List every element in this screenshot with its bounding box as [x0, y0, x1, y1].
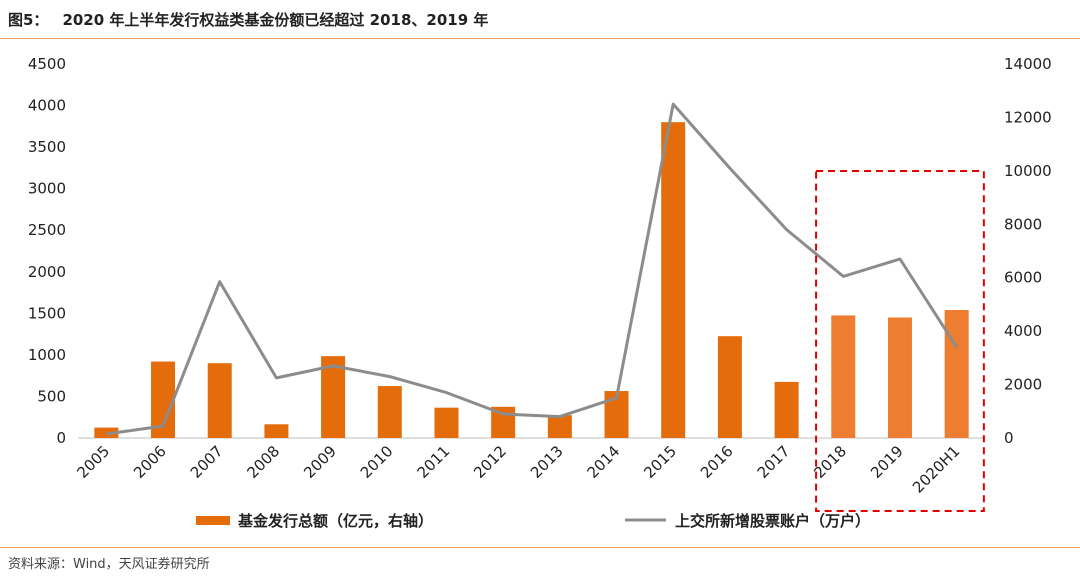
x-tick-label: 2019: [867, 442, 907, 482]
bar: [547, 415, 572, 438]
bar: [774, 381, 799, 438]
right-tick-label: 6000: [1004, 269, 1042, 287]
right-tick-label: 14000: [1004, 55, 1052, 73]
left-tick-label: 3000: [28, 180, 66, 198]
top-rule: [0, 38, 1080, 39]
x-tick-label: 2017: [754, 442, 794, 482]
bar: [377, 386, 402, 438]
left-tick-label: 0: [56, 429, 66, 447]
right-tick-label: 12000: [1004, 108, 1052, 126]
line-series: [106, 102, 958, 436]
legend-line-label: 上交所新增股票账户（万户）: [675, 512, 870, 530]
bottom-rule: [0, 547, 1080, 548]
bar: [887, 317, 912, 438]
x-axis-ticks: 2005 2006 2007 2008 2009 2010 2011 2012 2013 2014…: [73, 442, 963, 496]
right-tick-label: 10000: [1004, 162, 1052, 180]
series-line: [106, 102, 958, 436]
figure-title: 图5： 2020 年上半年发行权益类基金份额已经超过 2018、2019 年: [8, 9, 488, 30]
left-axis-ticks: 0 500 1000 1500 2000 2500 3000 3500 4000 4500: [28, 55, 66, 447]
left-tick-label: 500: [37, 387, 66, 405]
x-tick-label: 2005: [73, 442, 113, 482]
x-tick-label: 2010: [357, 442, 397, 482]
right-tick-label: 2000: [1004, 376, 1042, 394]
right-axis-ticks: 0 2000 4000 6000 8000 10000 12000 14000: [1004, 55, 1052, 447]
legend: 基金发行总额（亿元，右轴） 上交所新增股票账户（万户）: [196, 512, 870, 530]
left-tick-label: 1000: [28, 346, 66, 364]
chart: 0 500 1000 1500 2000 2500 3000 3500 4000 4500 0 20…: [28, 55, 1052, 530]
legend-bar-swatch: [196, 516, 230, 525]
bar: [264, 424, 289, 438]
x-tick-label: 2011: [414, 442, 454, 482]
bar: [717, 336, 742, 438]
left-tick-label: 2000: [28, 263, 66, 281]
right-tick-label: 0: [1004, 429, 1014, 447]
x-tick-label: 2014: [584, 442, 624, 482]
legend-bar-label: 基金发行总额（亿元，右轴）: [237, 512, 433, 530]
highlight-box: [815, 170, 985, 512]
bar: [207, 363, 232, 438]
x-tick-label: 2012: [470, 442, 510, 482]
right-tick-label: 8000: [1004, 215, 1042, 233]
x-tick-label: 2020H1: [909, 442, 963, 496]
left-tick-label: 2500: [28, 221, 66, 239]
x-tick-label: 2015: [640, 442, 680, 482]
bar-series: [94, 122, 969, 438]
left-tick-label: 1500: [28, 304, 66, 322]
bar: [661, 122, 686, 438]
bar: [321, 356, 346, 438]
bar: [434, 407, 459, 438]
bar: [944, 310, 969, 438]
x-tick-label: 2009: [300, 442, 340, 482]
bar: [831, 315, 856, 438]
source-note: 资料来源：Wind，天风证券研究所: [8, 557, 210, 572]
figure-label: 图5：: [8, 11, 49, 29]
right-tick-label: 4000: [1004, 322, 1042, 340]
x-tick-label: 2007: [187, 442, 227, 482]
x-tick-label: 2013: [527, 442, 567, 482]
left-tick-label: 4500: [28, 55, 66, 73]
x-tick-label: 2008: [244, 442, 284, 482]
figure-title-text: 2020 年上半年发行权益类基金份额已经超过 2018、2019 年: [62, 11, 489, 29]
left-tick-label: 3500: [28, 138, 66, 156]
x-tick-label: 2006: [130, 442, 170, 482]
left-tick-label: 4000: [28, 97, 66, 115]
x-tick-label: 2016: [697, 442, 737, 482]
